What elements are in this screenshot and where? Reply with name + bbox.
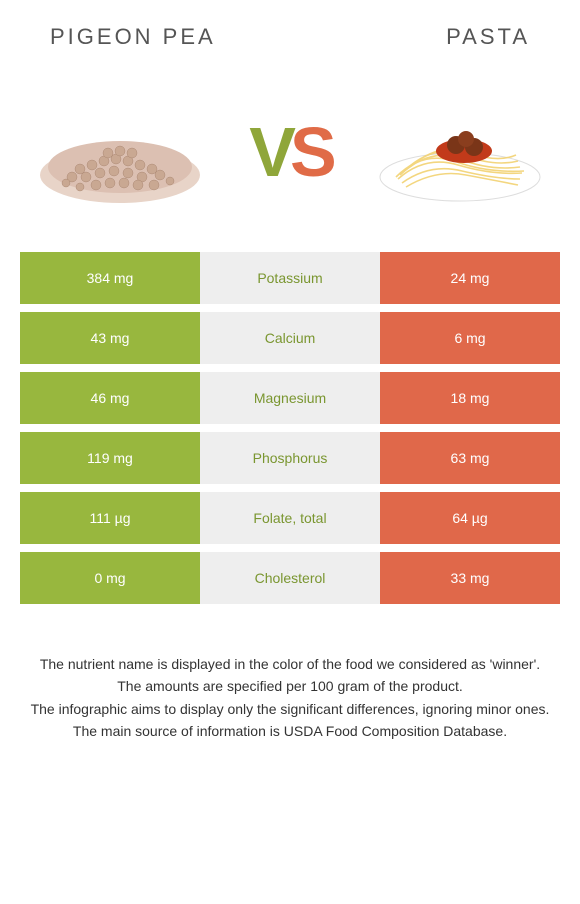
right-value: 63 mg bbox=[380, 432, 560, 484]
right-value: 33 mg bbox=[380, 552, 560, 604]
right-value: 18 mg bbox=[380, 372, 560, 424]
table-row: 119 mg Phosphorus 63 mg bbox=[20, 432, 560, 484]
right-food-title: Pasta bbox=[446, 24, 530, 50]
nutrient-label: Phosphorus bbox=[200, 432, 380, 484]
table-row: 384 mg Potassium 24 mg bbox=[20, 252, 560, 304]
vs-v: V bbox=[249, 112, 290, 192]
vs-label: VS bbox=[249, 112, 330, 192]
header: Pigeon pea Pasta bbox=[0, 0, 580, 62]
left-value: 46 mg bbox=[20, 372, 200, 424]
left-value: 111 µg bbox=[20, 492, 200, 544]
nutrient-label: Magnesium bbox=[200, 372, 380, 424]
right-value: 6 mg bbox=[380, 312, 560, 364]
pigeon-pea-image bbox=[30, 92, 210, 212]
left-value: 119 mg bbox=[20, 432, 200, 484]
table-row: 111 µg Folate, total 64 µg bbox=[20, 492, 560, 544]
left-value: 43 mg bbox=[20, 312, 200, 364]
comparison-table: 384 mg Potassium 24 mg 43 mg Calcium 6 m… bbox=[20, 252, 560, 604]
vs-s: S bbox=[290, 112, 331, 192]
images-row: VS bbox=[0, 62, 580, 252]
nutrient-label: Folate, total bbox=[200, 492, 380, 544]
left-value: 384 mg bbox=[20, 252, 200, 304]
nutrient-label: Cholesterol bbox=[200, 552, 380, 604]
table-row: 43 mg Calcium 6 mg bbox=[20, 312, 560, 364]
left-food-title: Pigeon pea bbox=[50, 24, 216, 50]
table-row: 0 mg Cholesterol 33 mg bbox=[20, 552, 560, 604]
note-line: The main source of information is USDA F… bbox=[20, 721, 560, 741]
pasta-image bbox=[370, 92, 550, 212]
nutrient-label: Calcium bbox=[200, 312, 380, 364]
note-line: The infographic aims to display only the… bbox=[20, 699, 560, 719]
table-row: 46 mg Magnesium 18 mg bbox=[20, 372, 560, 424]
footnotes: The nutrient name is displayed in the co… bbox=[20, 654, 560, 741]
right-value: 64 µg bbox=[380, 492, 560, 544]
nutrient-label: Potassium bbox=[200, 252, 380, 304]
right-value: 24 mg bbox=[380, 252, 560, 304]
left-value: 0 mg bbox=[20, 552, 200, 604]
note-line: The nutrient name is displayed in the co… bbox=[20, 654, 560, 674]
note-line: The amounts are specified per 100 gram o… bbox=[20, 676, 560, 696]
